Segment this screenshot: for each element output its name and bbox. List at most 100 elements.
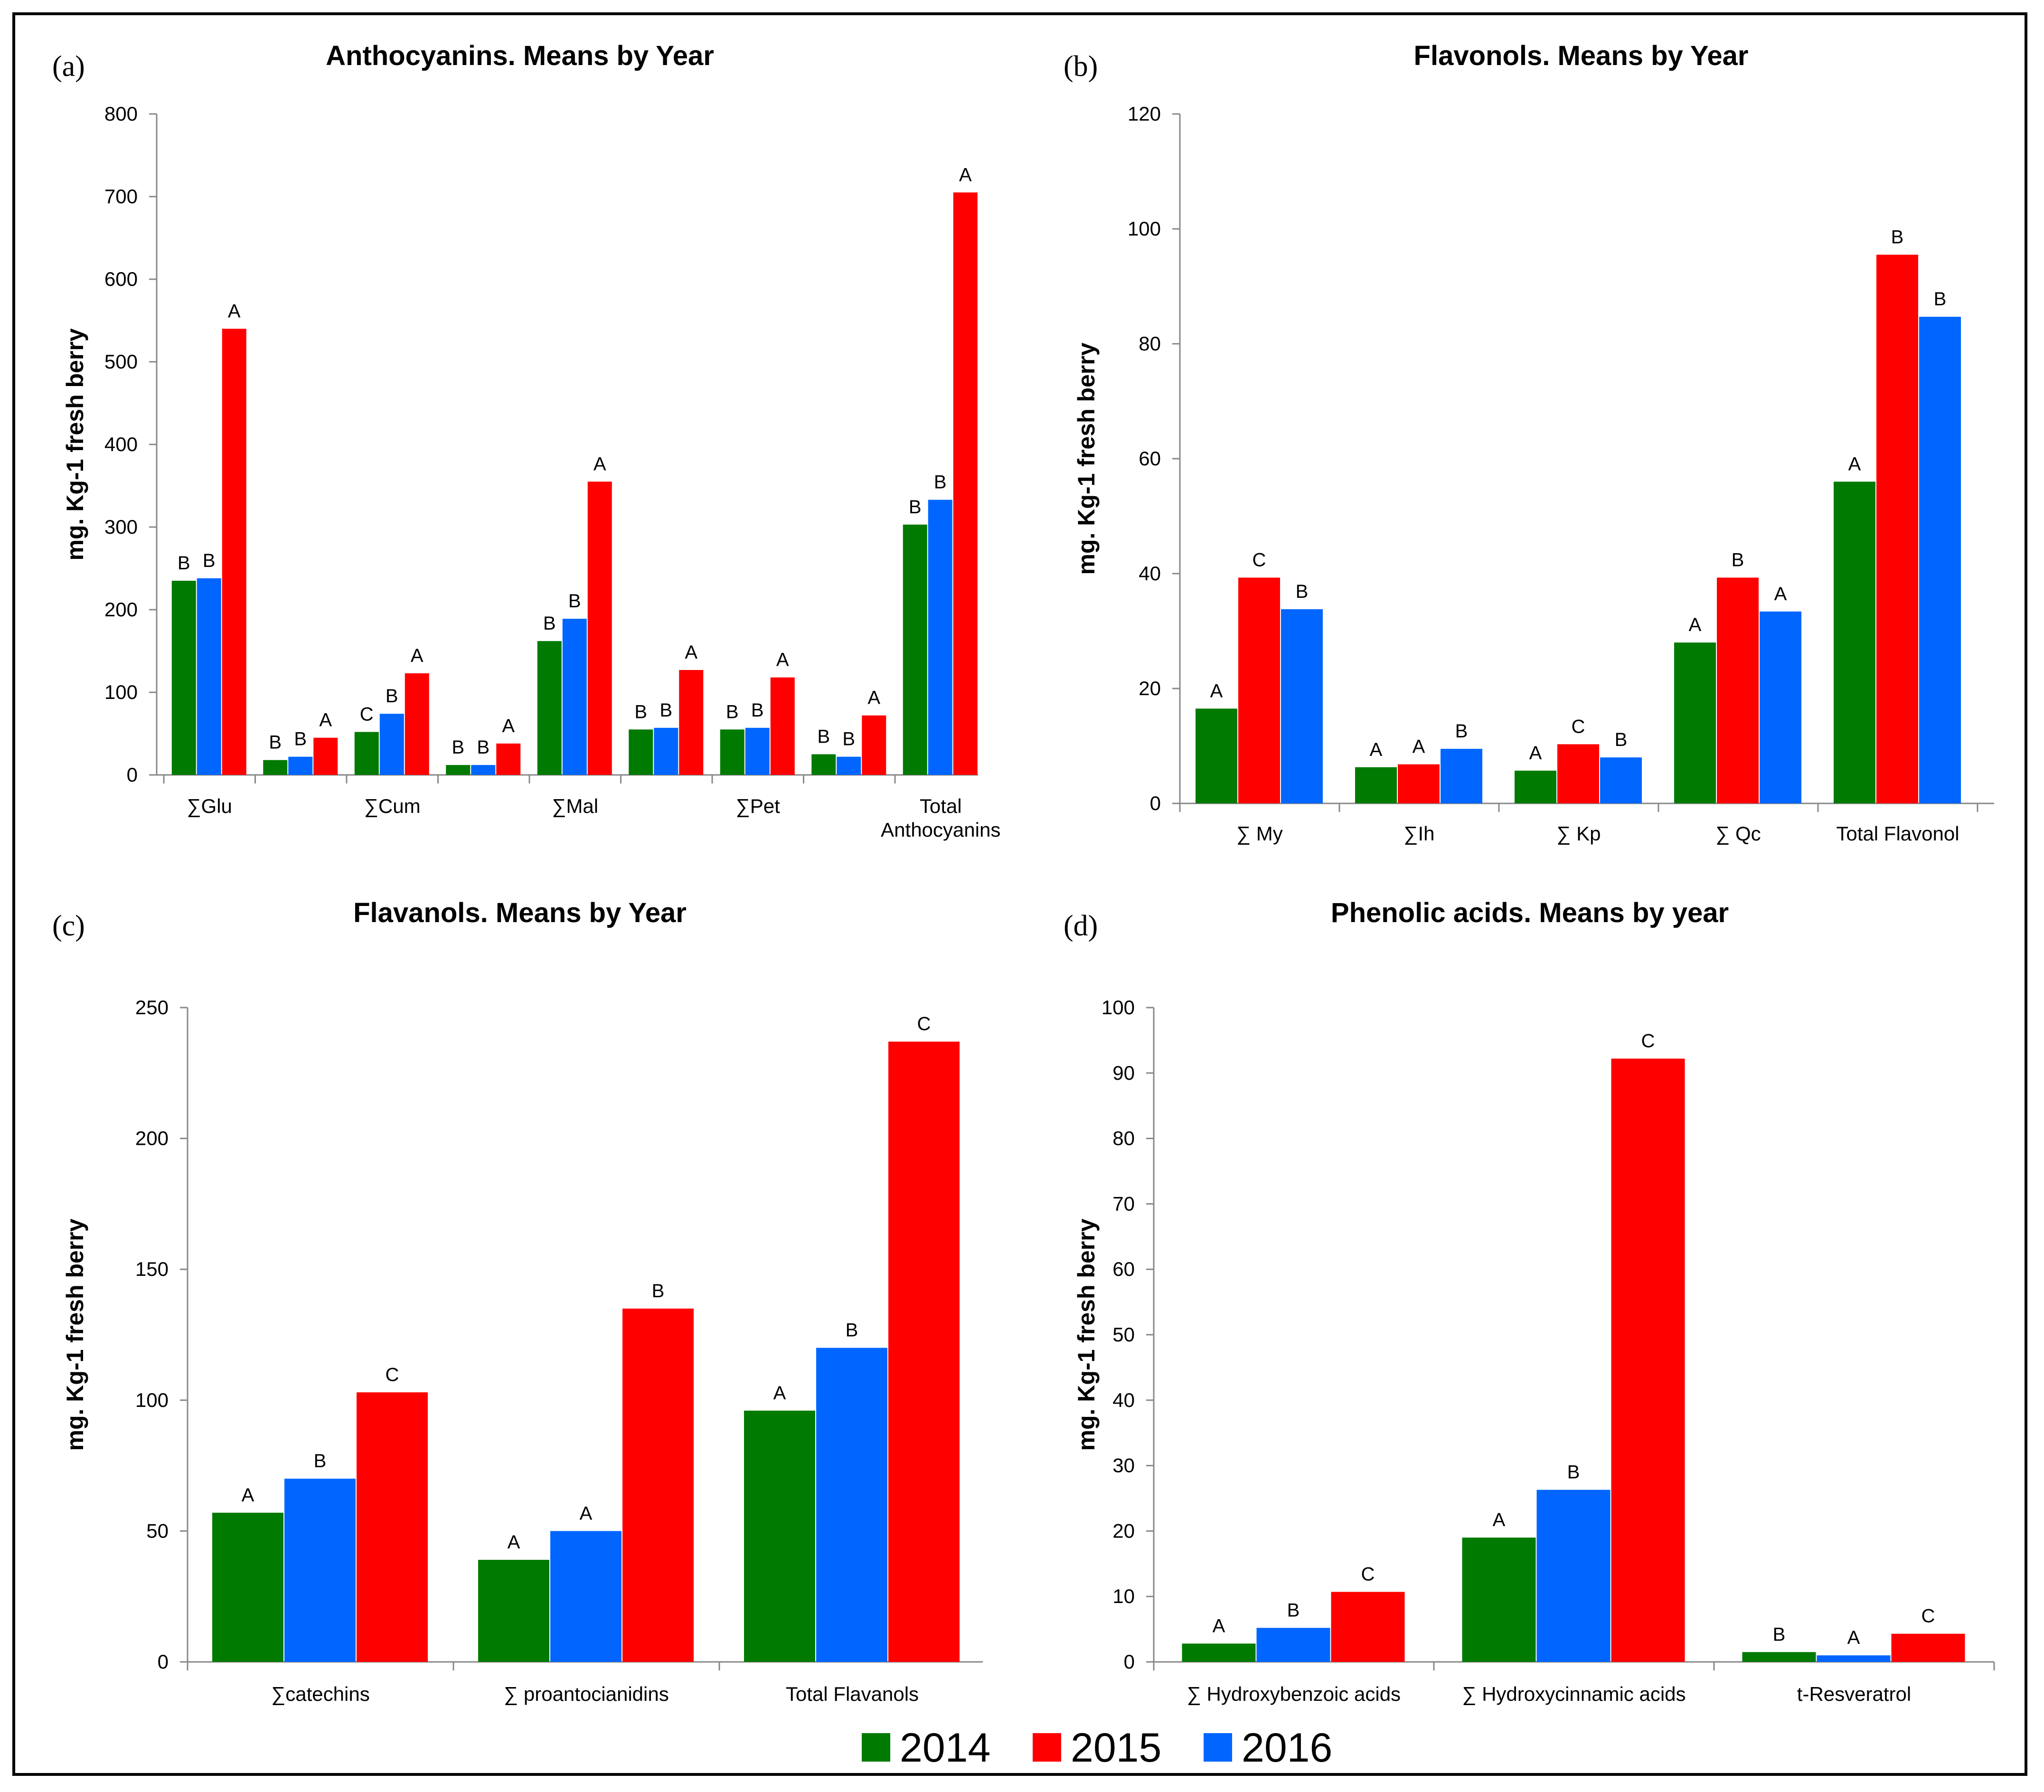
bar-2016 (1281, 609, 1323, 803)
significance-letter: C (1641, 1030, 1655, 1051)
significance-letter: B (477, 737, 490, 758)
legend-swatch-2014 (862, 1733, 890, 1762)
category-label: ∑ Qc (1715, 822, 1761, 845)
bar-2015 (1398, 764, 1440, 803)
y-tick-label: 30 (1112, 1454, 1135, 1477)
category-label: ∑Glu (187, 795, 232, 817)
significance-letter: A (228, 301, 241, 321)
legend-swatch-2015 (1033, 1733, 1061, 1762)
bar-2014 (263, 760, 288, 775)
significance-letter: B (1615, 729, 1628, 750)
y-tick-label: 0 (1124, 1651, 1135, 1673)
y-tick-label: 0 (127, 764, 138, 786)
y-tick-label: 800 (104, 103, 138, 125)
significance-letter: B (269, 732, 282, 753)
significance-letter: A (242, 1485, 254, 1506)
bar-2016 (288, 756, 313, 775)
y-tick-label: 20 (1139, 677, 1161, 699)
bar-2016 (471, 765, 496, 775)
category-label: ∑ Kp (1557, 822, 1601, 845)
y-tick-label: 40 (1139, 562, 1161, 585)
significance-letter: A (580, 1503, 593, 1524)
bar-2015 (1717, 577, 1759, 803)
y-tick-label: 200 (104, 598, 138, 621)
significance-letter: C (917, 1014, 931, 1035)
bar-2015 (587, 481, 612, 775)
significance-letter: C (386, 1364, 399, 1385)
significance-letter: A (1213, 1615, 1225, 1636)
category-label: Total Flavonol (1836, 822, 1959, 845)
significance-letter: C (360, 704, 374, 725)
panel-label: (a) (52, 50, 85, 83)
significance-letter: B (1732, 549, 1744, 570)
y-tick-label: 50 (1112, 1323, 1135, 1346)
bar-2016 (379, 714, 404, 775)
panel-label: (b) (1064, 50, 1098, 83)
y-tick-label: 0 (1150, 792, 1161, 814)
significance-letter: B (751, 700, 764, 721)
bar-2014 (1196, 708, 1237, 803)
significance-letter: B (817, 726, 830, 747)
significance-letter: C (1572, 716, 1585, 737)
bar-2016 (745, 727, 770, 775)
y-tick-label: 20 (1112, 1519, 1135, 1542)
significance-letter: B (178, 553, 190, 574)
y-tick-label: 80 (1112, 1127, 1135, 1150)
legend-label-2016: 2016 (1242, 1725, 1332, 1771)
bar-2016 (197, 578, 221, 775)
significance-letter: B (1934, 289, 1947, 310)
bar-2014 (744, 1410, 815, 1662)
y-axis-label: mg. Kg-1 fresh berry (62, 1218, 88, 1451)
figure-frame (12, 12, 2027, 1776)
bar-2015 (770, 677, 795, 775)
y-tick-label: 40 (1112, 1389, 1135, 1411)
bar-2016 (1256, 1628, 1330, 1662)
significance-letter: B (726, 701, 739, 722)
bar-2015 (1611, 1058, 1685, 1662)
y-tick-label: 100 (1128, 217, 1161, 240)
bar-2016 (1919, 317, 1961, 803)
category-label: t-Resveratrol (1797, 1683, 1911, 1705)
category-label: ∑catechins (271, 1683, 369, 1705)
y-tick-label: 60 (1139, 447, 1161, 470)
bar-2015 (1891, 1633, 1965, 1662)
significance-letter: A (1848, 453, 1861, 474)
chart-title: Flavanols. Means by Year (353, 897, 687, 928)
significance-letter: B (842, 729, 855, 750)
bar-2015 (222, 329, 246, 775)
bar-2016 (1817, 1655, 1891, 1662)
bar-2016 (1760, 611, 1801, 803)
y-tick-label: 500 (104, 350, 138, 373)
category-label: ∑Cum (364, 795, 421, 817)
significance-letter: A (867, 688, 880, 708)
category-label: ∑ proantocianidins (504, 1683, 669, 1705)
significance-letter: B (386, 686, 398, 707)
bar-2015 (862, 715, 886, 775)
significance-letter: A (502, 716, 515, 736)
y-tick-label: 400 (104, 433, 138, 455)
bar-2016 (284, 1479, 356, 1662)
significance-letter: B (314, 1451, 327, 1471)
category-label: ∑Ih (1404, 822, 1435, 845)
significance-letter: A (1370, 739, 1383, 760)
bar-2014 (1515, 771, 1556, 803)
bar-2016 (816, 1348, 887, 1662)
y-axis-label: mg. Kg-1 fresh berry (1073, 1218, 1100, 1451)
category-label: ∑ Hydroxybenzoic acids (1187, 1683, 1401, 1705)
significance-letter: A (776, 650, 789, 670)
panel-label: (d) (1064, 910, 1098, 942)
y-tick-label: 200 (135, 1127, 169, 1150)
bar-2016 (550, 1531, 622, 1662)
bar-2015 (953, 192, 978, 775)
y-tick-label: 150 (135, 1258, 169, 1280)
significance-letter: B (846, 1320, 858, 1341)
y-tick-label: 70 (1112, 1192, 1135, 1215)
bar-2016 (928, 500, 952, 775)
bar-2014 (720, 729, 744, 775)
significance-letter: B (294, 729, 307, 750)
y-tick-label: 250 (135, 996, 169, 1019)
chart-panel-a: (a) Anthocyanins. Means by Year mg. Kg-1 f… (52, 40, 1000, 841)
y-tick-label: 90 (1112, 1062, 1135, 1084)
legend-swatch-2016 (1204, 1733, 1232, 1762)
bar-2015 (405, 673, 429, 775)
